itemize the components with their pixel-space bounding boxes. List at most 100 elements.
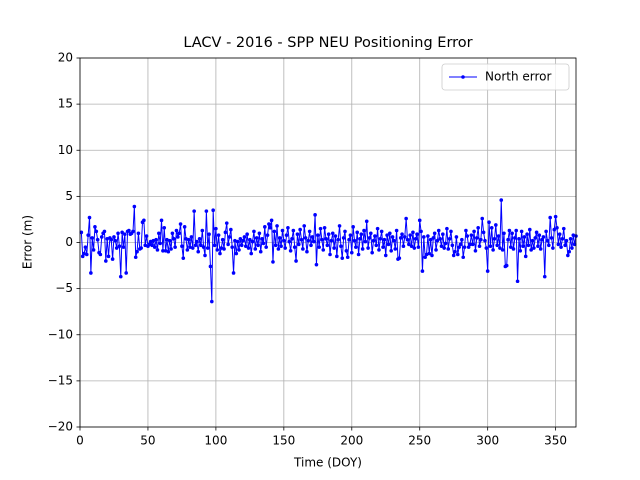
data-point	[253, 247, 258, 251]
data-point	[84, 252, 89, 257]
data-point	[189, 235, 194, 239]
data-point	[469, 233, 474, 237]
data-point	[260, 237, 264, 241]
data-point	[518, 249, 523, 253]
data-point	[439, 244, 444, 248]
data-point	[163, 249, 168, 253]
data-point	[298, 227, 302, 232]
data-point	[91, 248, 96, 252]
data-point	[277, 236, 282, 240]
data-point	[322, 225, 327, 230]
x-tick-label: 200	[340, 434, 363, 448]
data-point	[112, 235, 116, 239]
data-point	[540, 237, 544, 242]
data-point	[248, 237, 252, 242]
data-point	[466, 245, 471, 249]
data-point	[188, 245, 192, 249]
y-tick-label: 10	[58, 143, 73, 157]
data-point	[250, 239, 255, 244]
data-point	[200, 228, 205, 233]
data-point	[381, 245, 385, 249]
data-point	[295, 232, 300, 236]
data-point	[552, 227, 557, 232]
data-point	[288, 249, 293, 253]
data-point	[499, 198, 504, 202]
data-point	[484, 246, 489, 250]
data-point	[210, 299, 214, 304]
data-point	[508, 245, 513, 249]
data-point	[161, 249, 165, 253]
data-point	[551, 246, 555, 250]
data-point	[494, 223, 498, 227]
data-point	[233, 238, 237, 243]
data-point	[532, 246, 536, 250]
data-point	[404, 216, 408, 221]
data-point	[359, 232, 364, 236]
data-point	[435, 238, 440, 243]
data-point	[136, 231, 141, 236]
data-point	[307, 229, 312, 234]
data-point	[431, 236, 436, 240]
data-point	[356, 252, 361, 257]
data-point	[317, 245, 321, 249]
data-point	[504, 263, 509, 268]
data-point	[267, 222, 271, 226]
data-point	[220, 237, 225, 242]
legend-label: North error	[485, 70, 551, 84]
data-point	[567, 249, 572, 254]
data-point	[571, 233, 576, 237]
data-point	[252, 229, 256, 234]
data-point	[215, 248, 220, 252]
data-point	[491, 248, 495, 252]
data-point	[526, 243, 531, 248]
data-point	[401, 244, 406, 248]
data-point	[475, 236, 479, 240]
data-point	[339, 244, 343, 248]
data-point	[229, 227, 233, 232]
data-point	[344, 249, 349, 253]
data-point	[462, 245, 467, 249]
data-point	[235, 239, 240, 244]
data-point	[294, 259, 298, 263]
data-point	[306, 238, 311, 243]
data-point	[89, 271, 93, 275]
data-point	[152, 245, 157, 249]
data-point	[276, 247, 281, 251]
data-point	[196, 249, 201, 254]
data-point	[423, 255, 427, 260]
data-point	[495, 243, 499, 248]
data-point	[511, 247, 516, 251]
data-point	[438, 237, 442, 241]
data-point	[204, 209, 209, 213]
data-point	[434, 248, 438, 252]
data-point	[181, 256, 186, 260]
data-point	[195, 239, 199, 244]
data-point	[143, 243, 148, 248]
data-point	[291, 228, 296, 233]
data-point	[166, 249, 171, 254]
data-point	[492, 237, 497, 241]
data-point	[249, 251, 254, 256]
data-point	[502, 231, 506, 236]
data-point	[326, 232, 331, 236]
data-point	[234, 251, 239, 256]
data-point	[275, 224, 279, 228]
data-point	[82, 251, 86, 256]
data-point	[299, 237, 304, 242]
data-point	[533, 236, 538, 240]
data-point	[133, 255, 138, 260]
data-point	[455, 252, 460, 257]
data-point	[343, 229, 347, 234]
data-point	[447, 237, 452, 241]
data-point	[105, 237, 109, 241]
data-point	[332, 246, 336, 250]
data-point	[109, 237, 114, 242]
data-point	[182, 225, 187, 229]
data-point	[426, 234, 430, 238]
data-point	[280, 228, 285, 233]
data-point	[314, 262, 319, 267]
data-point	[214, 226, 218, 231]
data-point	[468, 242, 472, 247]
data-point	[559, 245, 563, 249]
data-point	[409, 244, 414, 248]
